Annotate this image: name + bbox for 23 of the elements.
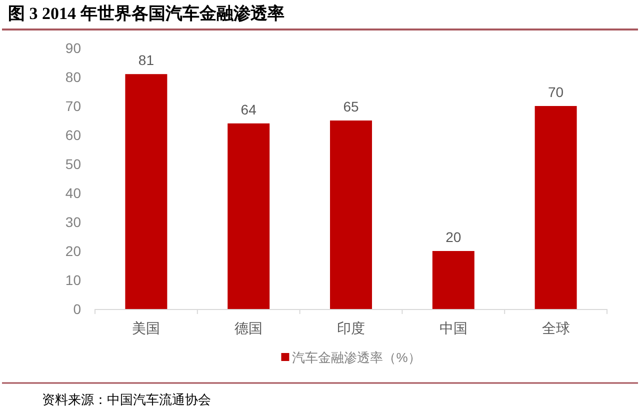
y-tick-label: 50 [65, 156, 82, 172]
x-tick-label: 德国 [234, 320, 263, 336]
data-label: 81 [138, 52, 154, 68]
y-tick-label: 70 [65, 98, 82, 114]
text: 资料来源：中国汽车流通协会 [42, 392, 211, 407]
chart-title: 图 3 2014 年世界各国汽车金融渗透率 [8, 4, 284, 23]
data-label: 70 [548, 84, 564, 100]
data-label: 64 [240, 101, 257, 118]
legend: 汽车金融渗透率（%） [281, 350, 421, 365]
x-tick-label: 美国 [132, 320, 160, 336]
y-tick-label: 80 [65, 69, 82, 85]
y-tick-label: 0 [73, 301, 82, 317]
data-label: 20 [446, 229, 462, 245]
x-tick-label: 全球 [542, 320, 570, 336]
y-tick-label: 40 [65, 185, 82, 201]
y-tick-label: 10 [65, 272, 82, 288]
y-tick-label: 90 [65, 40, 82, 56]
x-tick-label: 中国 [439, 320, 468, 336]
y-tick-label: 20 [65, 243, 82, 259]
x-tick-label: 印度 [337, 320, 365, 336]
y-tick-label: 60 [65, 127, 82, 143]
data-label: 65 [343, 98, 359, 114]
y-tick-label: 30 [65, 214, 82, 230]
